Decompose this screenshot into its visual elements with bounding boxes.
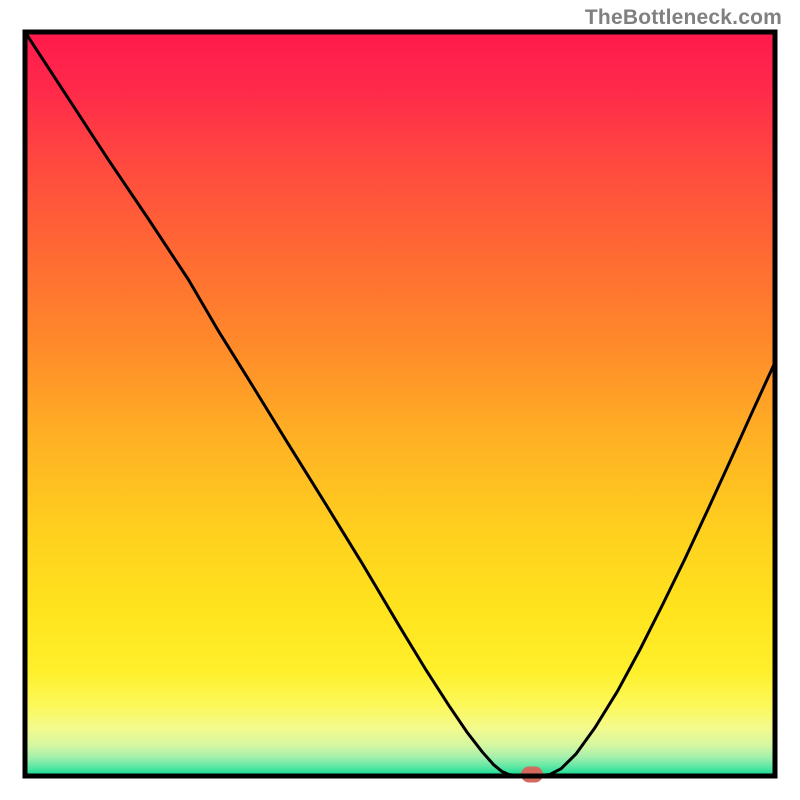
chart-svg [0,0,800,800]
bottleneck-chart: TheBottleneck.com [0,0,800,800]
gradient-background [25,32,775,776]
watermark-text: TheBottleneck.com [585,6,782,30]
